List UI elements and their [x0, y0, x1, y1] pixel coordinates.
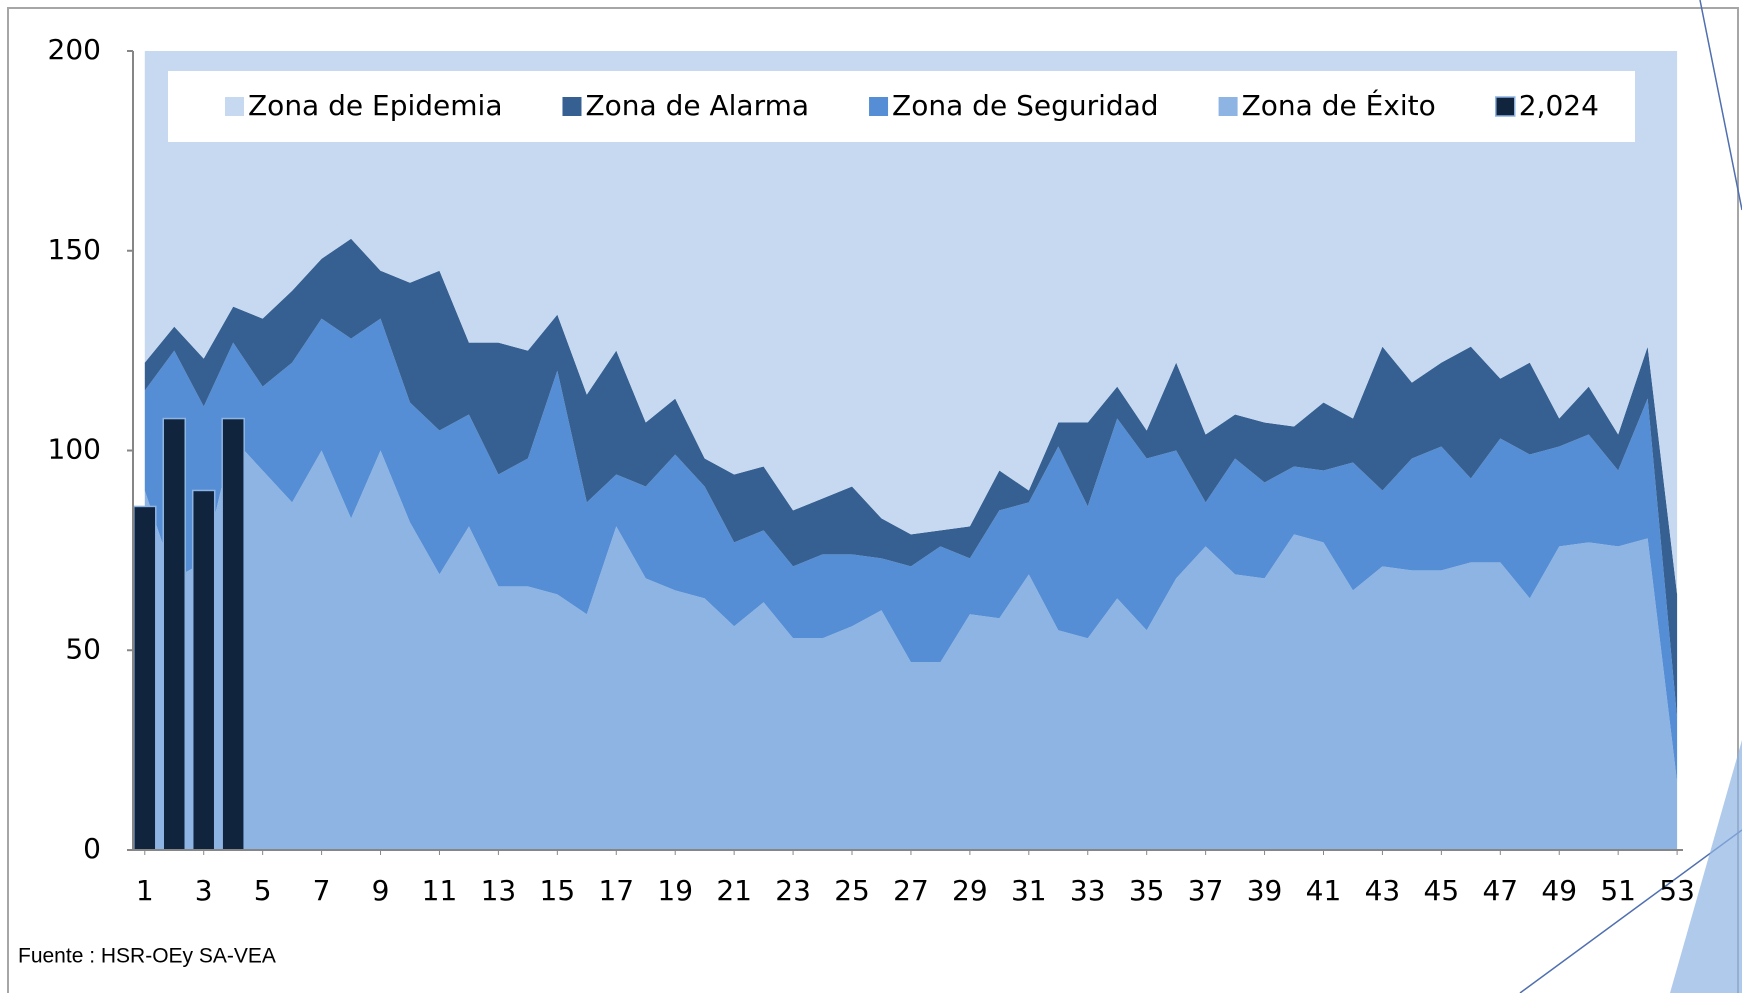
legend-label: Zona de Éxito: [1242, 88, 1436, 122]
x-tick-label: 31: [1011, 874, 1047, 907]
bar: [162, 417, 187, 851]
legend-swatch: [869, 97, 889, 116]
area: [144, 51, 1678, 595]
y-tick-label: 0: [83, 832, 101, 865]
x-tick-label: 41: [1306, 874, 1342, 907]
legend-swatch: [562, 97, 582, 116]
legend-swatch: [1218, 97, 1238, 116]
x-tick-label: 37: [1188, 874, 1224, 907]
x-tick-label: 5: [254, 874, 272, 907]
x-tick-label: 39: [1247, 874, 1283, 907]
area: [144, 438, 1678, 850]
legend-label: Zona de Epidemia: [248, 89, 502, 122]
x-tick-label: 3: [195, 874, 213, 907]
x-tick-label: 49: [1541, 874, 1577, 907]
source-note: Fuente : HSR-OEy SA-VEA: [18, 945, 276, 968]
x-tick-label: 45: [1424, 874, 1460, 907]
x-tick-label: 15: [540, 874, 576, 907]
x-tick-label: 25: [834, 874, 870, 907]
legend-label: Zona de Alarma: [585, 89, 809, 122]
x-tick-label: 23: [775, 874, 811, 907]
x-tick-label: 27: [893, 874, 929, 907]
x-tick-label: 19: [657, 874, 693, 907]
decor-shape: [1670, 740, 1742, 993]
bar: [221, 417, 245, 851]
x-tick-label: 51: [1600, 874, 1636, 907]
bar: [191, 489, 216, 851]
x-tick-label: 21: [716, 874, 752, 907]
legend-swatch: [1495, 96, 1516, 117]
chart-frame: [7, 7, 1739, 997]
legend-box: [168, 71, 1635, 142]
y-tick-label: 200: [48, 33, 101, 66]
decor-line: [1699, 0, 1742, 211]
y-tick-label: 50: [65, 632, 101, 665]
legend-label: Zona de Seguridad: [892, 89, 1159, 122]
x-tick-label: 29: [952, 874, 988, 907]
x-tick-label: 11: [422, 874, 458, 907]
x-tick-label: 17: [598, 874, 634, 907]
x-tick-label: 9: [372, 874, 390, 907]
x-tick-label: 13: [481, 874, 517, 907]
x-tick-label: 1: [136, 874, 154, 907]
x-tick-label: 33: [1070, 874, 1106, 907]
x-tick-label: 47: [1482, 874, 1518, 907]
legend: Zona de Epidemia Zona de Alarma Zona de Se…: [168, 71, 1635, 142]
area: [144, 318, 1678, 783]
legend-label: 2,024: [1519, 89, 1599, 122]
y-tick-label: 150: [48, 233, 101, 266]
bar: [133, 505, 157, 851]
decor-line: [1519, 829, 1742, 994]
y-tick-label: 100: [48, 433, 101, 466]
x-tick-label: 53: [1659, 874, 1695, 907]
x-tick-label: 7: [313, 874, 331, 907]
x-tick-label: 35: [1129, 874, 1165, 907]
area: [144, 238, 1678, 719]
x-tick-label: 43: [1365, 874, 1401, 907]
legend-swatch: [225, 97, 244, 116]
